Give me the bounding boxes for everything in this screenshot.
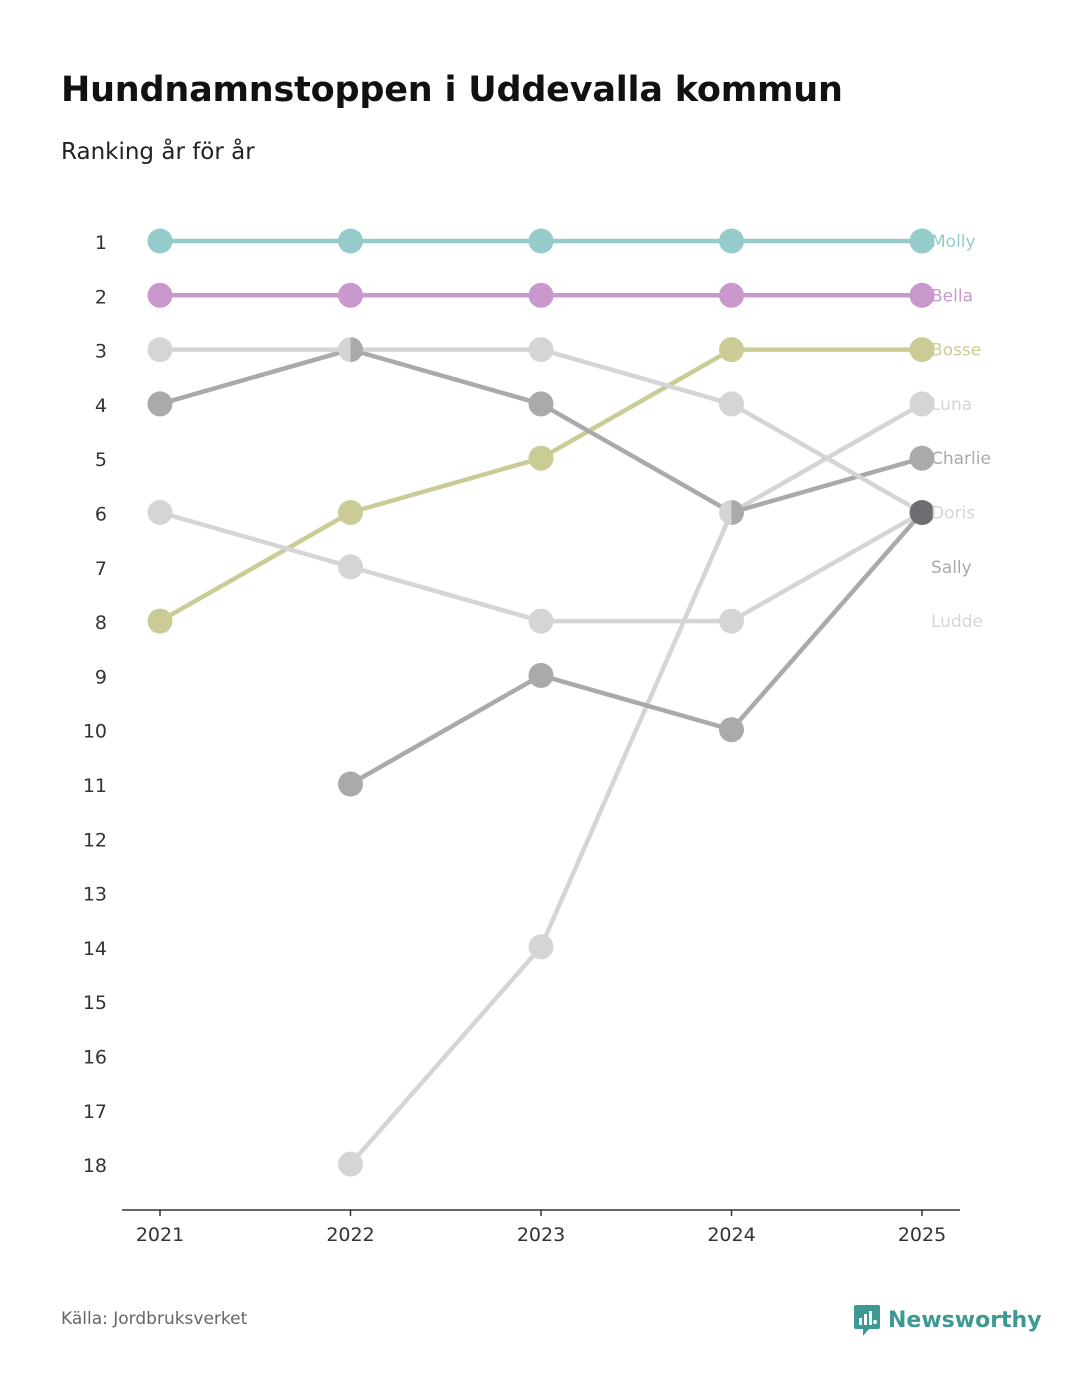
end-label-sally: Sally bbox=[931, 558, 972, 578]
point-luna-2024 bbox=[719, 500, 732, 525]
point-bella-2025 bbox=[909, 282, 935, 308]
y-tick-label-14: 14 bbox=[83, 938, 107, 960]
point-sally-2022 bbox=[338, 771, 363, 797]
point-molly-2025 bbox=[909, 228, 935, 254]
y-tick-label-5: 5 bbox=[95, 449, 107, 471]
x-axis-ticks: 2021 2022 2023 2024 2025 bbox=[136, 1210, 946, 1246]
series-lines bbox=[157, 238, 925, 1167]
y-tick-label-7: 7 bbox=[95, 558, 107, 580]
point-charlie-2024 bbox=[731, 500, 744, 525]
chart-title: Hundnamnstoppen i Uddevalla kommun bbox=[61, 70, 843, 110]
end-label-luna: Luna bbox=[931, 395, 972, 415]
y-tick-label-17: 17 bbox=[83, 1101, 107, 1123]
point-sally-2024 bbox=[719, 717, 744, 743]
y-tick-label-9: 9 bbox=[95, 666, 107, 688]
point-bella-2021 bbox=[147, 282, 173, 308]
y-tick-label-16: 16 bbox=[83, 1047, 107, 1069]
series-line-luna bbox=[348, 401, 925, 1167]
point-charlie-2025 bbox=[909, 445, 935, 471]
point-bella-2023 bbox=[528, 282, 554, 308]
point-ludde-2022 bbox=[338, 554, 363, 580]
series-line-sally bbox=[348, 510, 925, 787]
point-luna-2025 bbox=[909, 391, 935, 417]
newsworthy-brand[interactable]: Newsworthy bbox=[853, 1303, 1042, 1337]
chart-subtitle: Ranking år för år bbox=[61, 139, 255, 165]
y-tick-label-10: 10 bbox=[83, 721, 107, 743]
brand-name: Newsworthy bbox=[888, 1307, 1042, 1333]
y-tick-label-1: 1 bbox=[95, 232, 107, 254]
x-tick-label-2023: 2023 bbox=[517, 1224, 565, 1246]
point-bosse-2021 bbox=[147, 608, 173, 634]
point-doris-2022 bbox=[338, 337, 351, 363]
point-bosse-2024 bbox=[719, 337, 744, 363]
point-ludde-2023 bbox=[528, 608, 554, 634]
point-molly-2024 bbox=[719, 228, 744, 254]
point-sally-2023 bbox=[528, 662, 554, 688]
series-points bbox=[147, 228, 935, 1177]
series-line-ludde bbox=[157, 510, 925, 624]
end-label-bella: Bella bbox=[931, 286, 973, 306]
y-tick-label-3: 3 bbox=[95, 341, 107, 363]
point-bosse-2025 bbox=[909, 337, 935, 363]
series-end-labels: Molly Bella Bosse Luna Charlie Doris Sally Ludd… bbox=[931, 232, 991, 632]
y-tick-label-4: 4 bbox=[95, 395, 107, 417]
y-tick-label-15: 15 bbox=[83, 992, 107, 1014]
point-doris-2021 bbox=[147, 337, 173, 363]
point-luna-2022 bbox=[338, 1151, 363, 1177]
y-tick-label-6: 6 bbox=[95, 504, 107, 526]
end-label-molly: Molly bbox=[931, 232, 976, 252]
end-label-charlie: Charlie bbox=[931, 449, 991, 469]
point-bella-2022 bbox=[338, 282, 363, 308]
point-charlie-2021 bbox=[147, 391, 173, 417]
y-tick-label-13: 13 bbox=[83, 884, 107, 906]
series-line-doris bbox=[157, 347, 925, 515]
y-tick-label-2: 2 bbox=[95, 286, 107, 308]
point-doris-2024 bbox=[719, 391, 744, 417]
end-label-bosse: Bosse bbox=[931, 341, 981, 361]
point-bosse-2023 bbox=[528, 445, 554, 471]
point-bella-2024 bbox=[719, 282, 744, 308]
point-molly-2021 bbox=[147, 228, 173, 254]
point-ludde-2021 bbox=[147, 500, 173, 525]
y-tick-label-18: 18 bbox=[83, 1155, 107, 1177]
point-luna-2023 bbox=[528, 934, 554, 960]
point-molly-2022 bbox=[338, 228, 363, 254]
end-label-ludde: Ludde bbox=[931, 612, 983, 632]
series-line-charlie bbox=[157, 347, 925, 515]
point-charlie-2022 bbox=[350, 337, 363, 363]
point-charlie-2023 bbox=[528, 391, 554, 417]
y-tick-label-8: 8 bbox=[95, 612, 107, 634]
newsworthy-logo-icon bbox=[854, 1305, 880, 1336]
point-ludde-2024 bbox=[719, 608, 744, 634]
point-doris-2023 bbox=[528, 337, 554, 363]
point-bosse-2022 bbox=[338, 500, 363, 525]
y-tick-label-11: 11 bbox=[83, 775, 107, 797]
point-overlap-doris-sally-ludde-2025 bbox=[909, 500, 935, 525]
x-tick-label-2024: 2024 bbox=[707, 1224, 755, 1246]
x-tick-label-2025: 2025 bbox=[898, 1224, 946, 1246]
series-line-bosse bbox=[157, 347, 925, 624]
source-note: Källa: Jordbruksverket bbox=[61, 1309, 248, 1329]
x-tick-label-2022: 2022 bbox=[326, 1224, 374, 1246]
x-tick-label-2021: 2021 bbox=[136, 1224, 184, 1246]
point-molly-2023 bbox=[528, 228, 554, 254]
end-label-doris: Doris bbox=[931, 504, 975, 524]
y-tick-label-12: 12 bbox=[83, 829, 107, 851]
